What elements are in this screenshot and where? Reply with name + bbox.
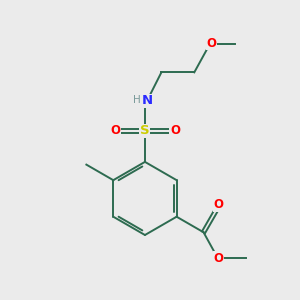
Text: O: O: [213, 198, 223, 211]
Text: O: O: [214, 252, 224, 265]
Text: O: O: [110, 124, 120, 137]
Text: S: S: [140, 124, 150, 137]
Text: N: N: [142, 94, 153, 107]
Text: O: O: [170, 124, 180, 137]
Text: O: O: [207, 37, 217, 50]
Text: H: H: [133, 95, 140, 105]
